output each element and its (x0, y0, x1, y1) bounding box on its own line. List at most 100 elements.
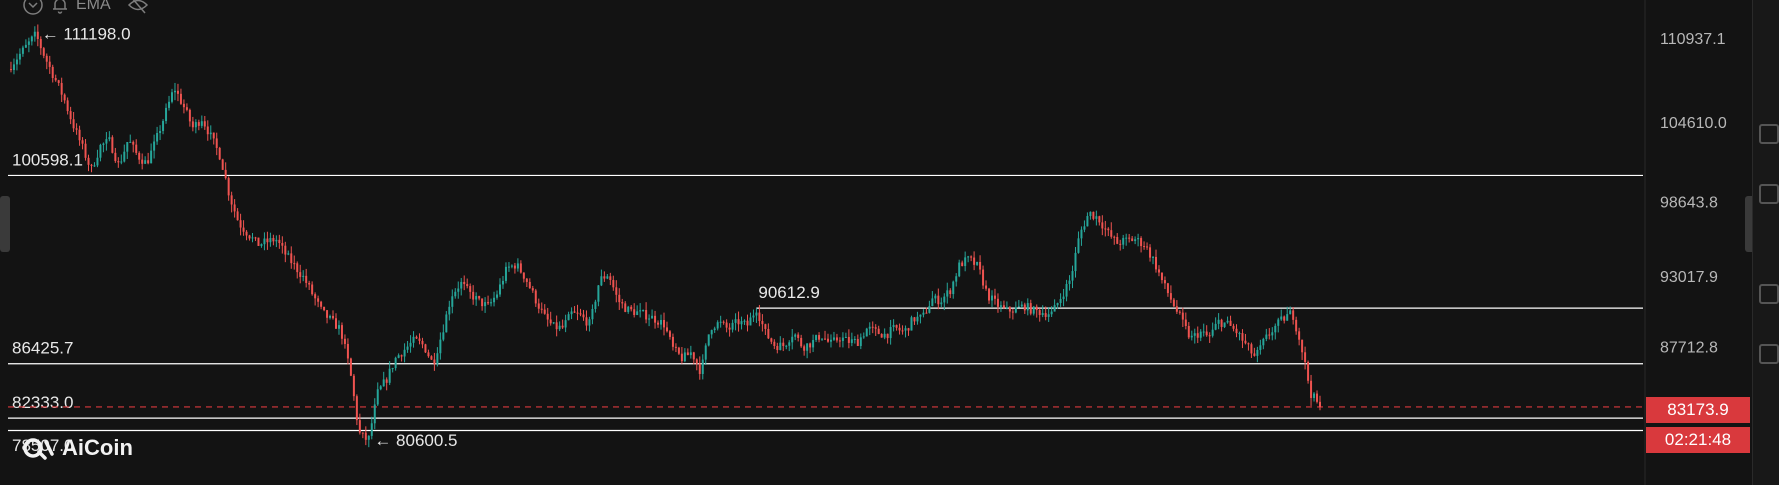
left-panel-handle[interactable] (0, 196, 10, 252)
candle-body (630, 306, 633, 310)
candle-body (689, 352, 692, 356)
candle-body (21, 47, 24, 54)
candle-body (239, 220, 242, 228)
candle-body (847, 336, 850, 343)
candle-body (540, 308, 543, 310)
candle-body (430, 356, 433, 360)
candle-body (1187, 326, 1190, 338)
candle-body (379, 386, 382, 390)
candle-body (165, 107, 168, 122)
candle-body (931, 298, 934, 307)
level-label: 86425.7 (12, 339, 73, 358)
candle-body (889, 326, 892, 339)
candle-body (266, 238, 269, 243)
candle-body (615, 287, 618, 295)
candle-body (973, 257, 976, 265)
candle-body (785, 345, 788, 347)
candle-body (868, 326, 871, 329)
candle-body (642, 310, 645, 312)
candle-body (1071, 271, 1074, 281)
candle-body (1146, 246, 1149, 248)
candle-body (1310, 380, 1313, 398)
extreme-annotation: ← 80600.5 (374, 431, 457, 450)
candle-body (1080, 229, 1083, 239)
candle-body (1316, 393, 1319, 402)
bell-icon[interactable] (50, 0, 70, 15)
candle-body (1029, 303, 1032, 314)
candle-body (761, 320, 764, 325)
rail-tool-icon[interactable] (1759, 284, 1779, 304)
candle-body (522, 272, 525, 279)
candle-body (513, 265, 516, 269)
candle-body (159, 130, 162, 133)
candle-body (955, 276, 958, 282)
candle-body (403, 349, 406, 357)
chevron-down-icon[interactable] (22, 0, 44, 16)
candle-body (1301, 339, 1304, 353)
candle-body (534, 290, 537, 304)
candle-body (275, 239, 278, 242)
candle-body (1137, 238, 1140, 240)
candle-body (311, 284, 314, 295)
candle-body (153, 141, 156, 151)
candle-body (552, 322, 555, 324)
candle-body (850, 339, 853, 343)
candle-body (853, 338, 856, 340)
candle-body (1250, 344, 1253, 354)
candle-body (671, 336, 674, 347)
candle-body (224, 169, 227, 179)
candle-body (713, 328, 716, 331)
candle-body (129, 141, 132, 143)
candle-body (701, 359, 704, 374)
candle-body (162, 121, 165, 131)
candle-body (385, 379, 388, 383)
candle-body (806, 343, 809, 351)
eye-off-icon[interactable] (127, 0, 149, 15)
candle-body (1217, 319, 1220, 324)
candle-body (388, 368, 391, 383)
right-panel-handle[interactable] (1745, 196, 1755, 252)
candle-body (603, 276, 606, 279)
candle-body (1089, 211, 1092, 217)
candle-body (639, 310, 642, 312)
candle-body (1262, 338, 1265, 346)
candle-body (797, 334, 800, 338)
rail-tool-icon[interactable] (1759, 184, 1779, 204)
candle-body (1307, 362, 1310, 381)
candle-body (898, 327, 901, 331)
candle-body (144, 160, 147, 164)
candle-body (1023, 304, 1026, 311)
candle-body (928, 306, 931, 313)
candle-body (877, 328, 880, 334)
candle-body (865, 328, 868, 337)
candle-body (1053, 305, 1056, 312)
candle-body (901, 330, 904, 332)
rail-tool-icon[interactable] (1759, 344, 1779, 364)
candle-body (660, 319, 663, 325)
candle-body (433, 359, 436, 364)
candle-body (1166, 283, 1169, 294)
candle-body (1220, 319, 1223, 327)
candle-body (1014, 307, 1017, 313)
candle-body (111, 137, 114, 153)
candle-body (1008, 307, 1011, 312)
candle-body (284, 245, 287, 255)
candle-body (12, 64, 15, 71)
candle-body (391, 368, 394, 370)
candle-body (218, 147, 221, 160)
candle-body (1068, 280, 1071, 284)
candle-body (979, 261, 982, 270)
candle-body (478, 296, 481, 299)
candle-body (1238, 333, 1241, 335)
candle-body (779, 342, 782, 351)
candle-body (1059, 299, 1062, 304)
rail-tool-icon[interactable] (1759, 124, 1779, 144)
candle-body (1026, 303, 1029, 311)
candle-body (683, 352, 686, 362)
indicator-label[interactable]: EMA (76, 0, 111, 13)
candle-body (1041, 313, 1044, 315)
candle-body (314, 294, 317, 299)
candle-body (1157, 269, 1160, 273)
